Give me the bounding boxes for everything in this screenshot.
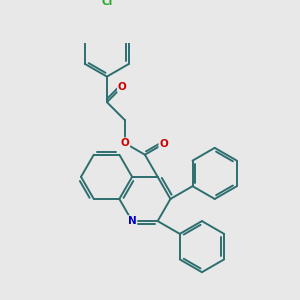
Text: O: O bbox=[121, 138, 129, 148]
Text: Cl: Cl bbox=[101, 0, 112, 8]
Text: O: O bbox=[118, 82, 127, 92]
Text: N: N bbox=[128, 216, 136, 226]
Text: O: O bbox=[159, 139, 168, 149]
